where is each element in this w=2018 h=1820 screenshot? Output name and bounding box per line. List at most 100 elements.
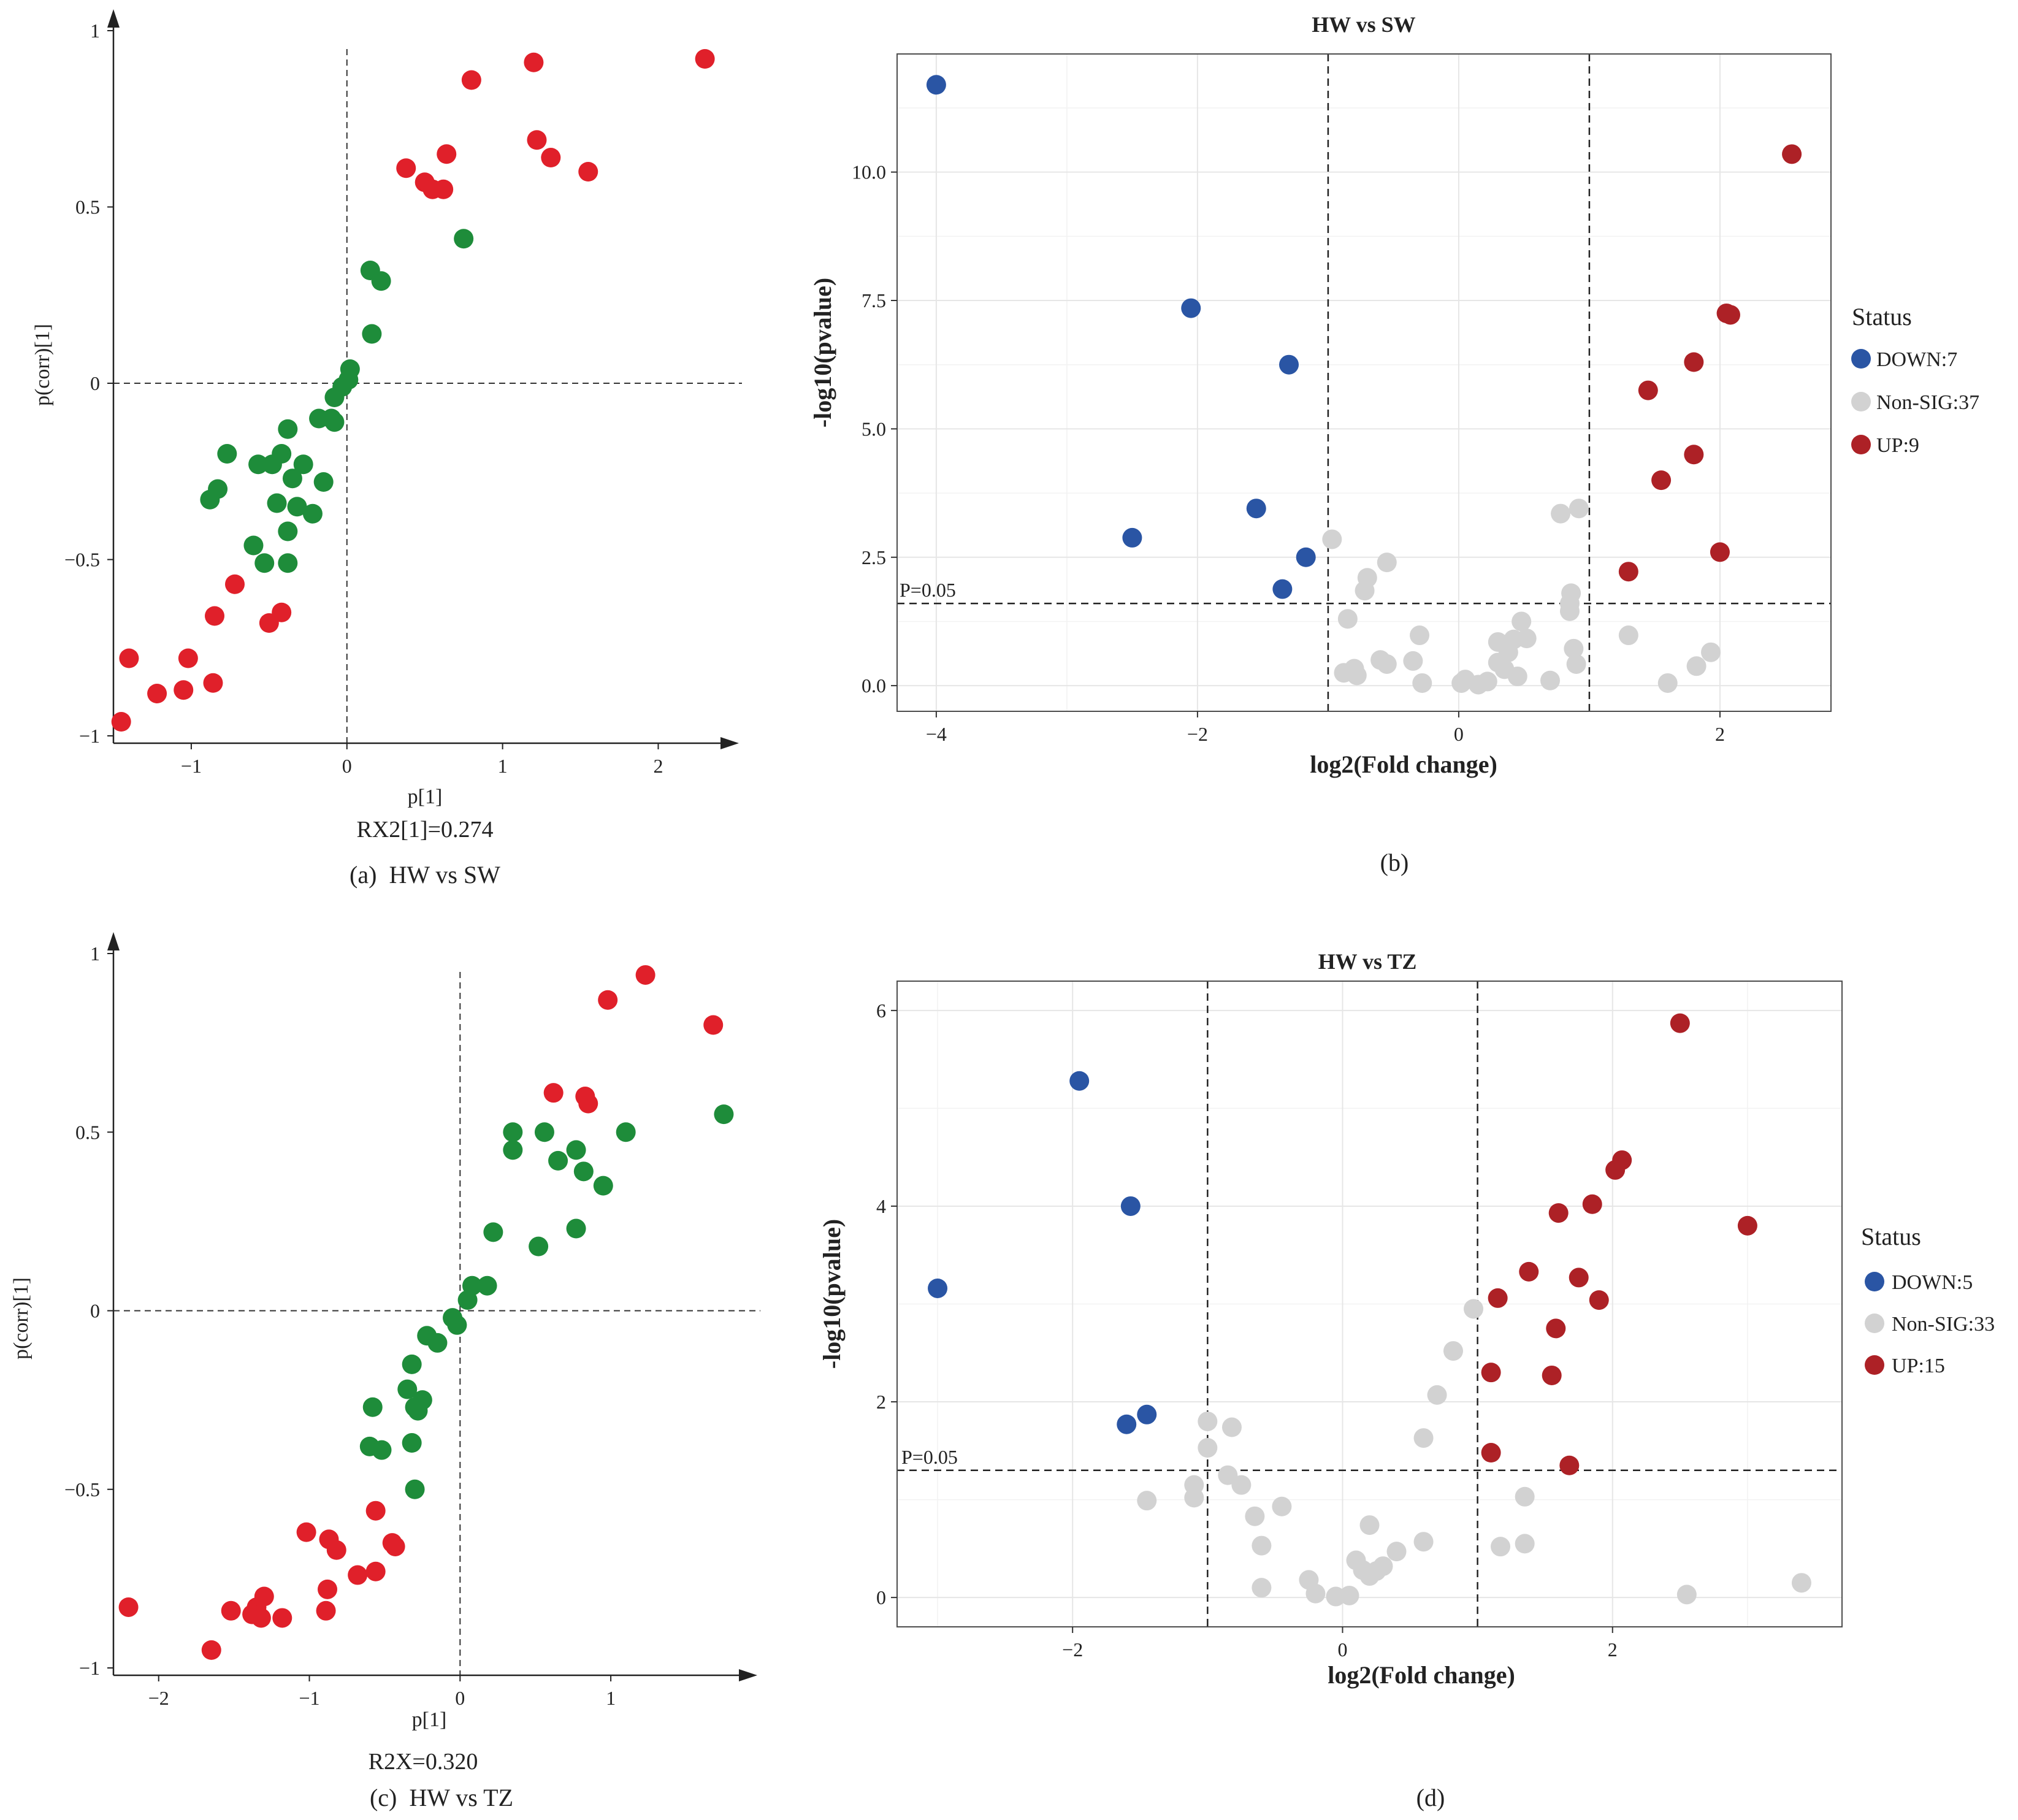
y-tick-label: 0.5 [75,196,100,218]
panel-c-caption: (c) HW vs TZ [370,1784,513,1811]
data-point-non-sig [1686,656,1707,676]
data-point-non-sig [1355,581,1375,601]
data-point-down [1279,354,1299,375]
data-point-red [316,1600,336,1621]
data-point-non-sig [1618,625,1638,646]
data-point-non-sig [1515,1534,1535,1554]
data-point-red [434,179,454,199]
data-point-non-sig [1403,651,1423,671]
data-point-up [1481,1363,1501,1383]
data-point-red [524,52,544,72]
data-point-non-sig [1339,1585,1359,1605]
x-tick-label: 1 [606,1687,616,1709]
panel-c-xlabel: p[1] [412,1708,447,1731]
data-point-up [1670,1013,1690,1033]
data-point-non-sig [1373,1556,1393,1577]
panel-a-subtitle: RX2[1]=0.274 [356,817,493,843]
data-point-green [293,454,313,475]
data-point-green [503,1122,523,1142]
legend-up-swatch [1865,1355,1884,1375]
data-point-green [447,1315,467,1335]
data-point-green [248,454,269,475]
y-tick-label: 0 [90,372,100,394]
data-point-down [1069,1071,1090,1091]
legend-nonsig-label: Non-SIG:33 [1892,1313,1995,1336]
data-point-down [928,1278,948,1298]
y-tick-label: 1 [90,942,100,965]
data-point-non-sig [1252,1535,1272,1556]
data-point-green [267,493,287,513]
data-point-green [714,1104,734,1125]
data-point-up [1569,1268,1589,1288]
panel-b-xlabel: log2(Fold change) [1310,751,1497,778]
data-point-red [296,1522,316,1542]
legend-down-label: DOWN:5 [1892,1271,1973,1294]
data-point-non-sig [1791,1573,1811,1593]
y-tick-label: 0.0 [862,675,886,697]
data-point-up [1542,1365,1562,1385]
data-point-red [221,1600,241,1621]
data-point-down [1122,527,1142,548]
y-axis-arrow [107,9,120,28]
y-tick-label: −0.5 [64,1478,100,1501]
data-point-green [457,1290,478,1310]
data-point-up [1638,380,1658,400]
data-point-red [578,162,598,182]
data-point-red [272,1608,292,1628]
x-tick-label: −1 [181,755,202,777]
data-point-non-sig [1413,1532,1434,1552]
data-point-non-sig [1569,499,1589,519]
panel-d-xlabel: log2(Fold change) [1328,1661,1515,1689]
data-point-non-sig [1347,665,1367,686]
data-point-green [362,1397,383,1417]
data-point-non-sig [1272,1496,1292,1516]
data-point-red [201,1640,221,1660]
data-point-non-sig [1221,1417,1242,1437]
data-point-non-sig [1559,601,1580,621]
data-point-non-sig [1427,1385,1447,1405]
data-point-non-sig [1305,1583,1326,1604]
data-point-green [282,468,302,489]
legend-down-swatch [1865,1272,1884,1291]
panel-b-legend-title: Status [1852,303,1912,331]
data-point-red [385,1536,405,1556]
y-axis-arrow [107,932,120,950]
x-axis-arrow [739,1669,757,1681]
data-point-non-sig [1413,1428,1434,1448]
data-point-down [1296,547,1316,567]
data-point-green [372,1440,392,1460]
panel-a-ylabel: p(corr)[1] [31,324,54,406]
panel-c-splot: −1 −0.5 0 0.5 1 −2 −1 0 1 p[1] p(corr)[1] R2X=0.… [10,932,760,1811]
data-point-red [695,49,715,69]
data-point-up [1519,1261,1539,1282]
x-tick-label: 2 [1608,1638,1618,1661]
data-point-red [272,602,292,622]
y-tick-label: 2 [876,1391,886,1413]
y-tick-label: 10.0 [852,161,886,183]
data-point-non-sig [1540,670,1561,690]
panel-a-splot: −1 −0.5 0 0.5 1 −1 0 1 2 p[1] p(corr)[1] RX2[1]=… [31,9,742,889]
data-point-non-sig [1566,654,1586,674]
legend-nonsig-label: Non-SIG:37 [1876,391,1979,414]
x-tick-label: −2 [1062,1638,1083,1661]
data-point-green [254,553,275,573]
data-point-red [543,1083,564,1103]
data-point-green [243,535,264,556]
panel-a-caption: (a) HW vs SW [350,861,500,889]
data-point-red [527,130,547,150]
data-point-non-sig [1443,1341,1463,1361]
legend-nonsig-swatch [1851,392,1871,411]
panel-b-legend: Status DOWN:7 Non-SIG:37 UP:9 [1851,303,1979,457]
panel-d-border [896,981,1843,1627]
data-point-down [926,75,946,95]
legend-up-label: UP:15 [1892,1355,1945,1377]
y-tick-label: 5.0 [862,418,886,440]
panel-b-title: HW vs SW [1312,12,1415,37]
data-point-green [324,412,345,432]
x-tick-label: −2 [148,1687,169,1709]
y-tick-label: 1 [90,20,100,42]
data-point-down [1272,579,1293,599]
x-tick-label: 0 [1454,723,1464,745]
data-point-red [635,965,655,985]
data-point-up [1582,1194,1602,1214]
